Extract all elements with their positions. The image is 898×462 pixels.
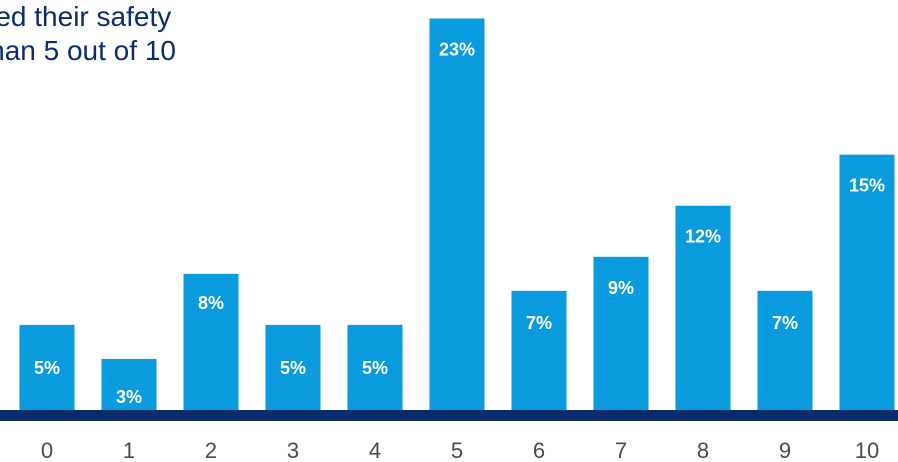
bar-9 bbox=[757, 290, 813, 410]
data-label-9: 7% bbox=[772, 313, 798, 333]
annotation-line-1: % rated their safety bbox=[0, 1, 172, 32]
x-tick-label-8: 8 bbox=[697, 438, 709, 462]
bar-1 bbox=[101, 358, 157, 410]
data-label-2: 8% bbox=[198, 293, 224, 313]
x-tick-label-5: 5 bbox=[451, 438, 463, 462]
x-tick-label-7: 7 bbox=[615, 438, 627, 462]
data-label-8: 12% bbox=[685, 227, 721, 247]
chart-annotation: % rated their safety ess than 5 out of 1… bbox=[0, 0, 176, 68]
data-label-3: 5% bbox=[280, 358, 306, 378]
annotation-line-2: ess than 5 out of 10 bbox=[0, 35, 176, 66]
data-label-0: 5% bbox=[34, 358, 60, 378]
bar-3 bbox=[265, 324, 321, 410]
data-label-5: 23% bbox=[439, 40, 475, 60]
x-tick-label-9: 9 bbox=[779, 438, 791, 462]
x-tick-label-4: 4 bbox=[369, 438, 381, 462]
data-label-10: 15% bbox=[849, 176, 885, 196]
x-axis-baseline bbox=[0, 410, 898, 421]
x-tick-label-0: 0 bbox=[41, 438, 53, 462]
bar-7 bbox=[593, 256, 649, 410]
bar-0 bbox=[19, 324, 75, 410]
bar-6 bbox=[511, 290, 567, 410]
data-label-4: 5% bbox=[362, 358, 388, 378]
x-tick-label-6: 6 bbox=[533, 438, 545, 462]
data-label-7: 9% bbox=[608, 278, 634, 298]
bar-5 bbox=[429, 18, 485, 410]
bar-10 bbox=[839, 154, 895, 410]
data-label-1: 3% bbox=[116, 387, 142, 407]
bar-2 bbox=[183, 273, 239, 410]
x-tick-label-1: 1 bbox=[123, 438, 135, 462]
x-tick-label-3: 3 bbox=[287, 438, 299, 462]
x-tick-label-2: 2 bbox=[205, 438, 217, 462]
data-label-6: 7% bbox=[526, 313, 552, 333]
x-tick-label-10: 10 bbox=[855, 438, 879, 462]
bar-4 bbox=[347, 324, 403, 410]
bar-8 bbox=[675, 205, 731, 410]
